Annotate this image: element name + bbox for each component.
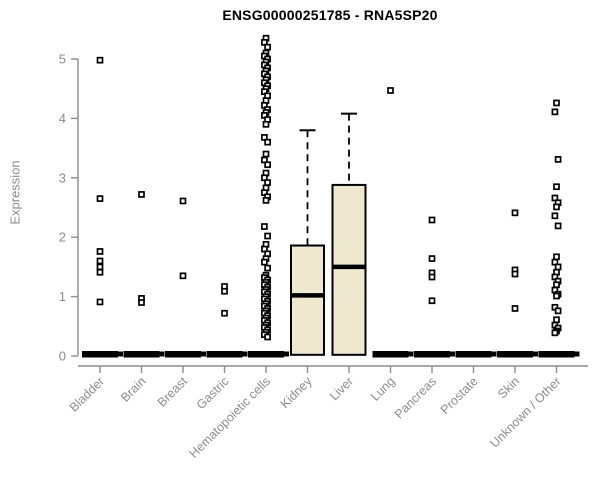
y-tick-label: 0	[59, 349, 66, 364]
outlier-point	[264, 43, 271, 51]
collapsed-box	[455, 351, 492, 358]
x-category-label: Gastric	[194, 374, 232, 412]
outlier-point	[511, 270, 519, 278]
outlier-point	[428, 273, 436, 281]
x-category-label: Prostate	[438, 374, 481, 417]
y-tick-label: 4	[59, 111, 66, 126]
x-category-label: Hematopoietic cells	[187, 374, 274, 461]
collapsed-box-nub	[118, 351, 123, 357]
x-category-label: Brain	[118, 374, 149, 405]
outlier-point	[553, 253, 560, 261]
outlier-point	[96, 56, 104, 64]
x-category-label: Kidney	[278, 374, 315, 411]
collapsed-box	[414, 351, 450, 358]
x-category-label: Unknown / Other	[487, 374, 563, 450]
outlier-point	[554, 307, 562, 315]
collapsed-box-nub	[201, 351, 206, 357]
outlier-point	[96, 257, 104, 265]
collapsed-box	[165, 351, 201, 358]
outlier-point	[553, 281, 560, 289]
collapsed-box-nub	[533, 351, 538, 357]
y-tick-label: 5	[59, 52, 66, 67]
outlier-point	[138, 191, 145, 198]
outlier-point	[553, 183, 560, 191]
outlier-point	[179, 272, 187, 280]
outlier-point	[428, 255, 436, 262]
outlier-point	[553, 292, 560, 300]
collapsed-box-nub	[491, 351, 497, 357]
outlier-point	[428, 216, 436, 224]
box	[290, 244, 325, 356]
outlier-point	[553, 316, 560, 324]
collapsed-box-nub	[574, 351, 580, 357]
outlier-point	[264, 138, 271, 146]
outlier-point	[261, 258, 268, 266]
collapsed-box	[497, 351, 533, 358]
x-category-label: Liver	[327, 374, 356, 403]
outlier-point	[96, 263, 104, 271]
outlier-point	[179, 197, 187, 205]
outlier-point	[511, 305, 519, 312]
outlier-point	[262, 150, 270, 158]
outlier-point	[551, 108, 559, 116]
collapsed-box-nub	[450, 351, 455, 357]
collapsed-box	[82, 351, 118, 358]
x-category-label: Lung	[368, 374, 398, 404]
y-tick-label: 1	[59, 289, 66, 304]
outlier-point	[221, 287, 228, 295]
outlier-point	[96, 248, 104, 255]
outlier-point	[387, 87, 394, 94]
outlier-point	[262, 197, 270, 204]
collapsed-box	[372, 351, 409, 358]
collapsed-box-nub	[408, 351, 414, 357]
outlier-point	[511, 209, 519, 217]
outlier-point	[264, 179, 271, 186]
outlier-point	[264, 232, 271, 240]
collapsed-box	[538, 351, 575, 358]
collapsed-box	[123, 351, 160, 358]
outlier-point	[262, 120, 270, 128]
outlier-point	[96, 268, 104, 276]
chart-title: ENSG00000251785 - RNA5SP20	[222, 7, 438, 23]
collapsed-box	[206, 351, 243, 358]
outlier-point	[551, 212, 559, 220]
outlier-point	[264, 161, 271, 169]
y-tick-label: 3	[59, 170, 66, 185]
outlier-point	[554, 222, 562, 230]
collapsed-box-nub	[159, 351, 165, 357]
outlier-point	[551, 329, 559, 337]
x-category-label: Pancreas	[392, 374, 439, 421]
x-category-label: Skin	[495, 374, 522, 401]
outlier-point	[553, 99, 560, 107]
outlier-point	[221, 309, 228, 317]
collapsed-box-nub	[284, 351, 289, 357]
outlier-point	[264, 333, 271, 341]
outlier-point	[553, 203, 560, 211]
x-category-label: Breast	[155, 374, 191, 410]
outlier-point	[96, 298, 104, 306]
outlier-point	[264, 264, 271, 272]
outlier-point	[96, 195, 104, 202]
x-category-label: Bladder	[67, 374, 107, 414]
collapsed-box-nub	[242, 351, 248, 357]
box	[331, 183, 367, 356]
outlier-point	[261, 223, 268, 230]
outlier-point	[554, 263, 562, 271]
collapsed-box	[248, 351, 284, 358]
outlier-point	[554, 156, 562, 163]
outlier-point	[138, 299, 145, 306]
outlier-point	[428, 297, 436, 305]
y-tick-label: 2	[59, 230, 66, 245]
